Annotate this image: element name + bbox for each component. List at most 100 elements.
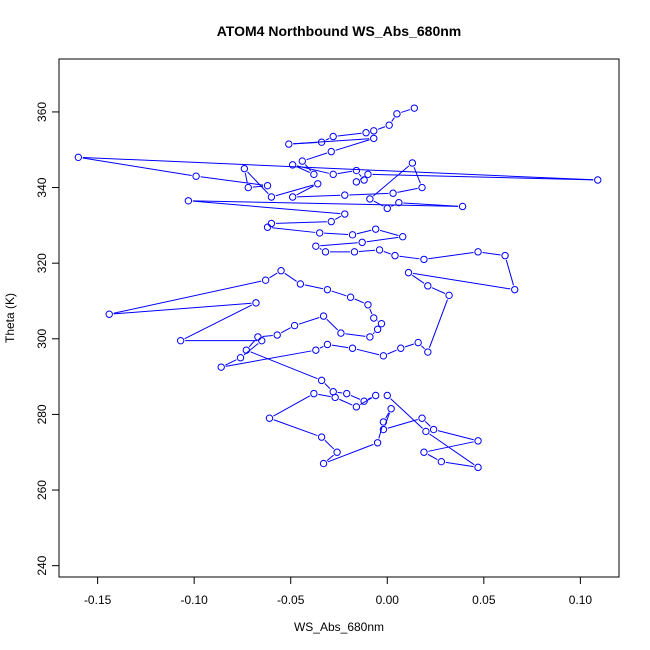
data-point [397, 344, 405, 352]
series-segment [273, 395, 311, 417]
series-segment [324, 383, 331, 389]
data-point [594, 176, 602, 184]
series-segment [247, 171, 269, 195]
series-segment [366, 236, 399, 243]
data-series [74, 104, 602, 472]
data-point [267, 219, 276, 228]
y-tick-label: 340 [35, 177, 49, 197]
data-point [395, 198, 403, 207]
series-segment [379, 229, 399, 236]
data-point [437, 457, 446, 466]
series-segment [378, 426, 383, 439]
data-point [265, 414, 274, 422]
series-segment [298, 317, 320, 325]
series-segment [334, 215, 342, 220]
data-point [315, 229, 324, 237]
data-point [370, 134, 378, 143]
data-point [391, 251, 399, 260]
y-tick-label: 280 [35, 404, 49, 424]
data-point [424, 348, 432, 356]
series-segment [373, 165, 410, 197]
series-segment [293, 138, 370, 145]
series-segment [275, 184, 314, 197]
series-segment [319, 345, 324, 349]
series-segment [297, 194, 341, 198]
series-segment [424, 420, 431, 427]
data-point [399, 233, 407, 241]
data-point [184, 197, 193, 205]
data-point [410, 104, 419, 112]
data-point [343, 389, 351, 398]
series-segment [275, 221, 327, 224]
data-point [422, 427, 430, 436]
data-point [379, 425, 388, 434]
x-tick-label: 0.00 [376, 593, 400, 607]
x-tick-label: 0.05 [472, 593, 496, 607]
series-segment [113, 280, 262, 314]
series-segment [304, 284, 324, 290]
plot-frame [58, 58, 620, 578]
data-point [273, 331, 281, 339]
data-point [352, 178, 361, 186]
data-point [298, 157, 307, 165]
data-point [317, 138, 326, 146]
series-segment [324, 232, 349, 236]
series-segment [356, 229, 372, 235]
data-point [352, 166, 361, 175]
data-point [371, 391, 380, 400]
data-point [176, 336, 185, 345]
data-point [258, 336, 266, 345]
x-tick-label: -0.15 [84, 593, 112, 607]
data-point [445, 291, 453, 300]
data-point [329, 170, 337, 179]
data-point [296, 280, 305, 288]
series-segment [337, 132, 362, 137]
data-point [420, 255, 428, 264]
data-point [385, 121, 393, 129]
series-segment [428, 441, 474, 452]
chart-title: ATOM4 Northbound WS_Abs_680nm [217, 23, 462, 39]
data-point [474, 248, 482, 256]
series-segment [325, 138, 330, 141]
series-segment [391, 117, 395, 122]
data-point [383, 204, 391, 213]
series-segment [318, 393, 331, 398]
data-point [314, 180, 322, 188]
data-point [252, 299, 260, 307]
series-segment [401, 109, 411, 113]
data-point [360, 176, 368, 184]
series-segment [320, 242, 358, 247]
data-point [323, 340, 332, 349]
series-segment [369, 308, 373, 315]
series-segment [327, 443, 374, 463]
series-segment [306, 152, 328, 161]
series-segment [404, 343, 415, 348]
series-segment [248, 339, 256, 348]
data-point [285, 140, 293, 148]
series-segment [271, 227, 316, 233]
data-point [323, 285, 332, 294]
data-point [261, 276, 270, 284]
data-point [319, 312, 328, 320]
series-segment [429, 433, 475, 466]
series-segment [192, 200, 459, 207]
data-point [217, 363, 225, 371]
data-point [321, 248, 330, 256]
data-point [74, 153, 83, 162]
data-point [277, 267, 285, 275]
series-segment [427, 453, 438, 460]
data-point [418, 414, 426, 422]
series-segment [250, 351, 318, 380]
series-segment [335, 139, 370, 151]
series-segment [326, 454, 334, 462]
series-segment [385, 412, 390, 419]
y-tick-label: 240 [35, 555, 49, 575]
data-point [263, 223, 272, 231]
series-segment [356, 348, 380, 356]
data-point [364, 301, 372, 309]
data-point [310, 170, 318, 179]
series-segment [345, 333, 366, 337]
series-segment [284, 272, 297, 282]
series-segment [269, 272, 278, 279]
series-segment [421, 345, 425, 350]
